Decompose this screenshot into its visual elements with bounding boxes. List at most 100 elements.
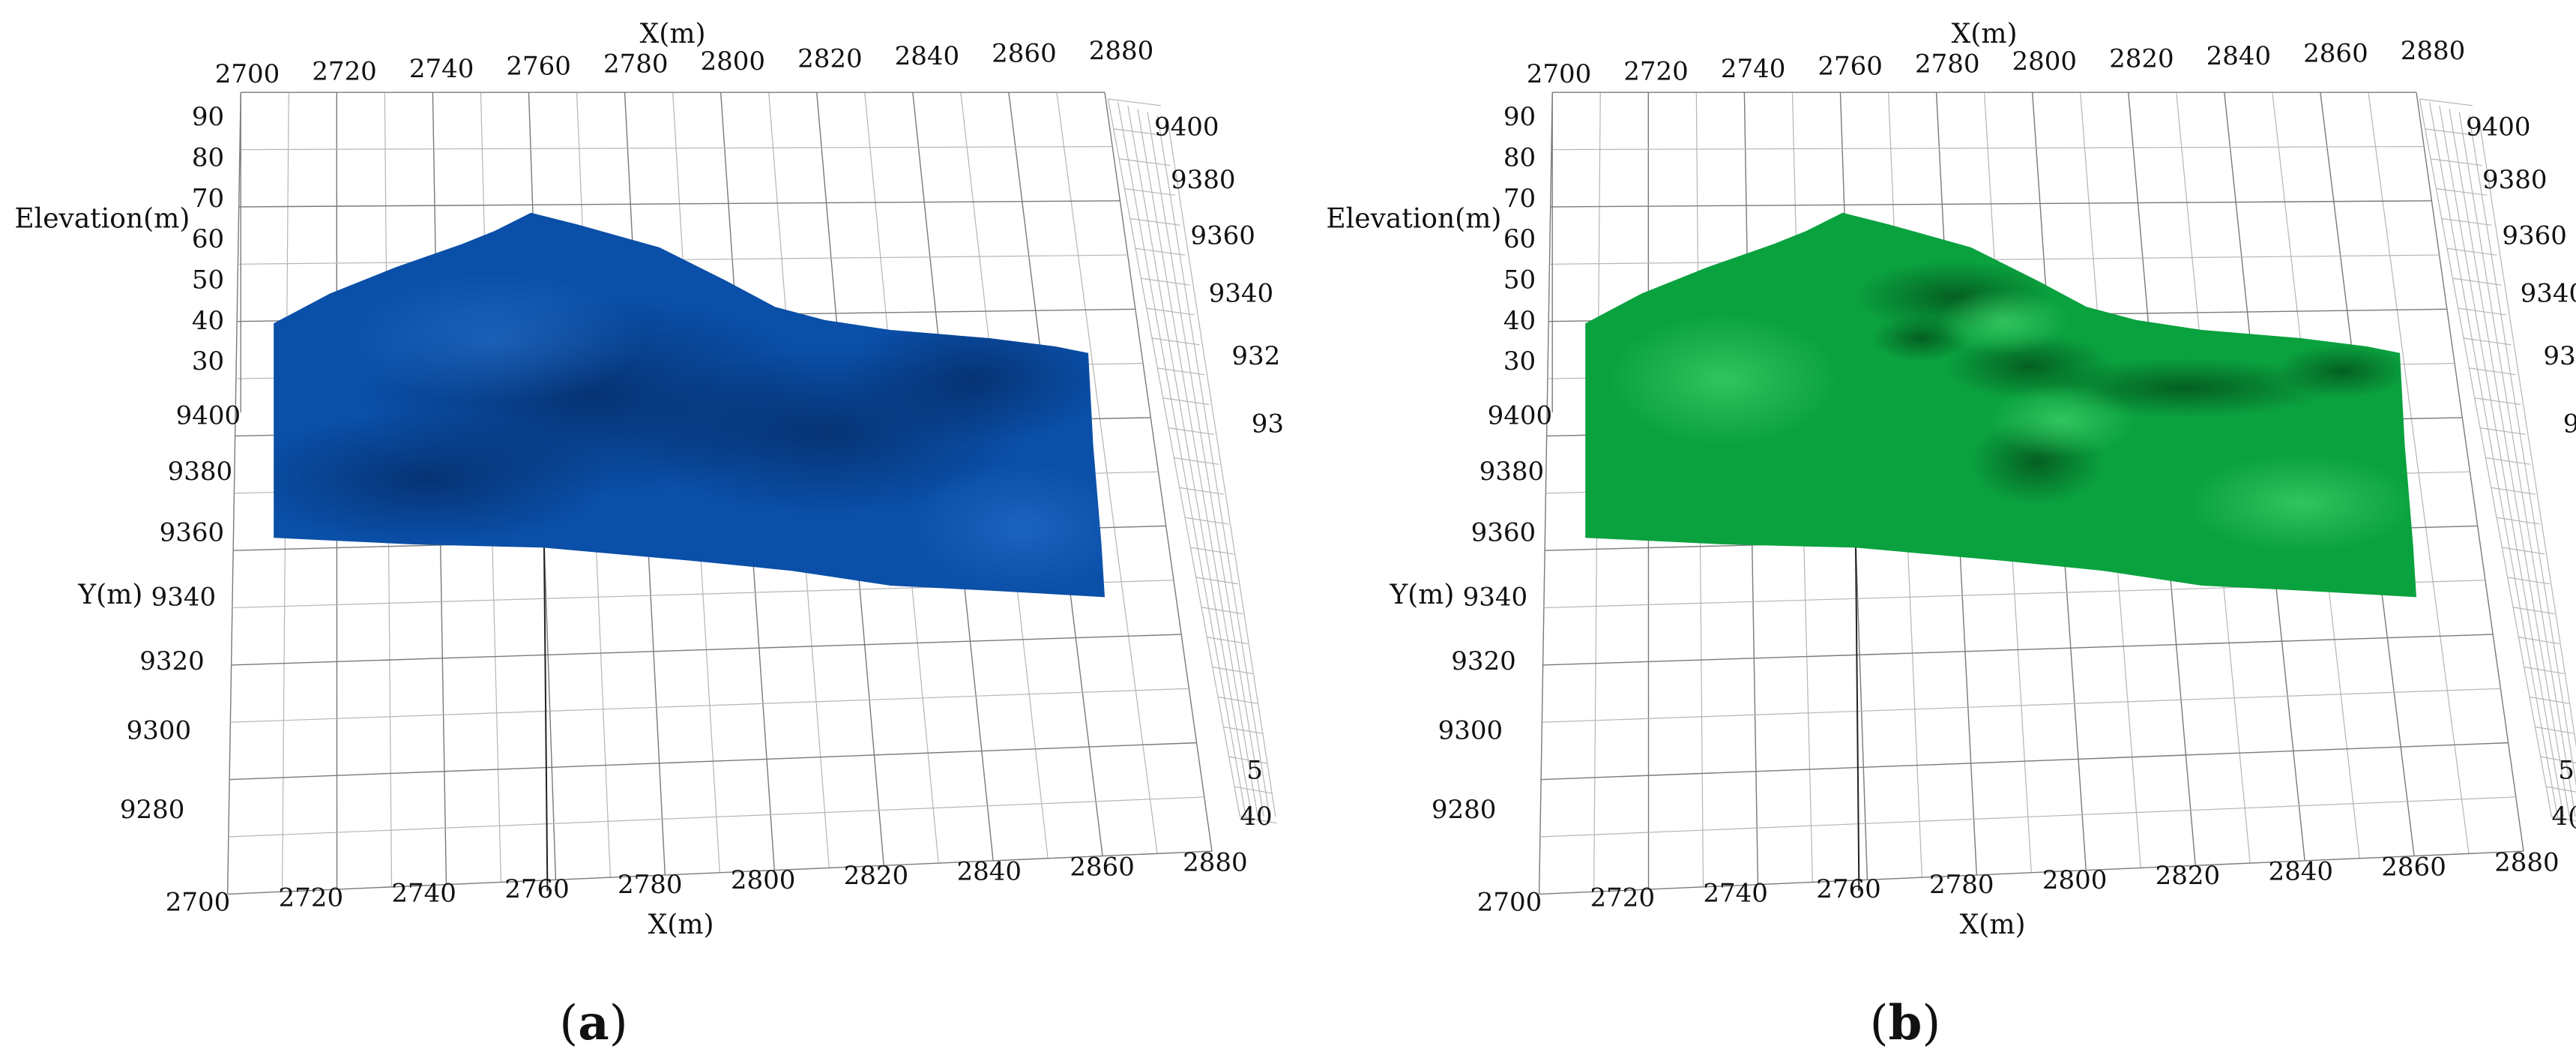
x-tick-top: 2700 (1527, 59, 1592, 89)
x-tick-bottom: 2700 (1477, 887, 1542, 917)
surface-shading (274, 412, 610, 544)
z-tick-left: 80 (1503, 143, 1536, 173)
y-axis-label: Y(m) (1389, 580, 1454, 610)
z-axis-label: Elevation(m) (14, 204, 190, 235)
y-grid-line (229, 742, 1197, 781)
caption-open: ( (1870, 996, 1889, 1051)
z-tick-left: 30 (192, 346, 224, 376)
surface-highlight (346, 272, 643, 404)
z-axis-label: Elevation(m) (1326, 204, 1501, 235)
x-axis-label-top: X(m) (1952, 19, 2018, 49)
caption-close: ) (1922, 996, 1940, 1051)
side-grid-line (2430, 158, 2482, 166)
y-tick-left: 9320 (1451, 646, 1516, 676)
z-tick-left: 90 (192, 102, 224, 132)
side-grid-line (1151, 337, 1200, 346)
side-grid-line (1124, 188, 1176, 196)
y-grid-line (239, 145, 1113, 151)
y-tick-right: 9340 (2521, 279, 2576, 309)
x-tick-top: 2860 (2303, 39, 2368, 69)
y-grid-line (228, 796, 1204, 838)
surface-highlight (1938, 289, 2070, 355)
x-tick-top: 2840 (2207, 41, 2272, 71)
x-tick-bottom: 2740 (391, 879, 456, 909)
y-tick-right: 932 (2543, 341, 2576, 371)
side-grid-line (2449, 109, 2570, 817)
y-tick-left: 9320 (139, 646, 205, 676)
side-grid-line (1167, 118, 1276, 817)
side-grid-line (2452, 277, 2502, 286)
z-tick-left: 90 (1503, 102, 1536, 132)
x-tick-top: 2720 (312, 57, 377, 87)
side-grid-line (1157, 367, 1204, 376)
x-tick-bottom: 2760 (504, 874, 570, 904)
surface (1585, 212, 2416, 598)
caption-letter: b (1889, 995, 1922, 1051)
x-tick-top: 2740 (409, 54, 474, 84)
y-grid-line (1541, 742, 2509, 781)
y-tick-left: 9360 (1471, 518, 1536, 548)
x-tick-top: 2860 (992, 39, 1057, 69)
x-tick-bottom: 2800 (731, 865, 796, 895)
side-grid-line (1118, 158, 1171, 166)
y-tick-left: 9300 (1438, 716, 1503, 746)
side-grid-line (2469, 367, 2516, 376)
x-grid-line (2416, 92, 2524, 852)
caption-open: ( (559, 996, 578, 1051)
z-tick-left: 30 (1503, 346, 1536, 376)
y-tick-right: 9400 (2466, 112, 2531, 142)
y-grid-line (1551, 145, 2425, 151)
x-tick-bottom: 2800 (2042, 865, 2108, 895)
y-grid-line (1542, 688, 2501, 723)
surface-highlight (2186, 454, 2416, 553)
x-tick-bottom: 2860 (2381, 852, 2446, 882)
surface-shading (841, 313, 1105, 445)
y-tick-left: 9400 (176, 400, 241, 430)
side-grid-line (2474, 397, 2521, 406)
side-grid-line (2419, 98, 2473, 106)
x-tick-top: 2780 (603, 49, 669, 79)
x-tick-bottom: 2700 (166, 887, 231, 917)
x-tick-bottom: 2780 (618, 870, 683, 900)
surface-shading (2276, 344, 2408, 398)
y-tick-left: 9340 (151, 582, 217, 612)
side-grid-line (1127, 105, 1252, 817)
panel-caption: (b) (1870, 995, 1941, 1051)
side-grid-line (1156, 115, 1270, 817)
y-tick-left: 9380 (168, 457, 233, 487)
x-axis-label-top: X(m) (640, 19, 706, 49)
y-tick-right: 9360 (1190, 221, 1255, 251)
y-grid-line (1539, 796, 2516, 838)
x-tick-top: 2800 (2012, 46, 2078, 76)
x-tick-top: 2820 (797, 43, 863, 73)
z-axis-front-line (1855, 547, 1860, 892)
side-grid-line (1107, 98, 1240, 817)
y-grid-line (1550, 200, 2432, 208)
side-grid-line (2458, 112, 2576, 817)
side-grid-line (2551, 816, 2576, 822)
side-grid-line (2458, 307, 2507, 316)
surface (274, 212, 1105, 598)
side-grid-line (2441, 217, 2492, 226)
surface-highlight (1988, 384, 2136, 457)
z-tick-left: 40 (1503, 306, 1536, 336)
x-tick-bottom: 2820 (844, 861, 909, 891)
z-tick-right: 40 (1240, 802, 1272, 832)
x-tick-bottom: 2840 (2268, 856, 2333, 886)
x-tick-top: 2760 (1818, 52, 1883, 82)
y-tick-right: 932 (1231, 341, 1280, 371)
y-tick-right: 93 (2563, 409, 2576, 439)
side-grid-line (1113, 128, 1166, 136)
y-grid-line (238, 200, 1120, 208)
side-grid-line (2468, 115, 2576, 787)
labels: X(m) X(m) Elevation(m) Y(m) 2700 2720 2740 2760… (14, 19, 1284, 1051)
z-tick-left: 70 (192, 184, 224, 214)
z-tick-left: 80 (192, 143, 224, 173)
x-tick-top: 2880 (2401, 36, 2466, 66)
y-axis-label: Y(m) (77, 580, 142, 610)
panel-b: X(m) X(m) Elevation(m) Y(m) 2700 2720 2740 2760… (1326, 19, 2576, 1051)
x-tick-bottom: 2820 (2156, 861, 2221, 891)
x-tick-bottom: 2720 (279, 883, 344, 913)
x-tick-bottom: 2760 (1816, 874, 1881, 904)
y-tick-right: 9400 (1154, 112, 1219, 142)
